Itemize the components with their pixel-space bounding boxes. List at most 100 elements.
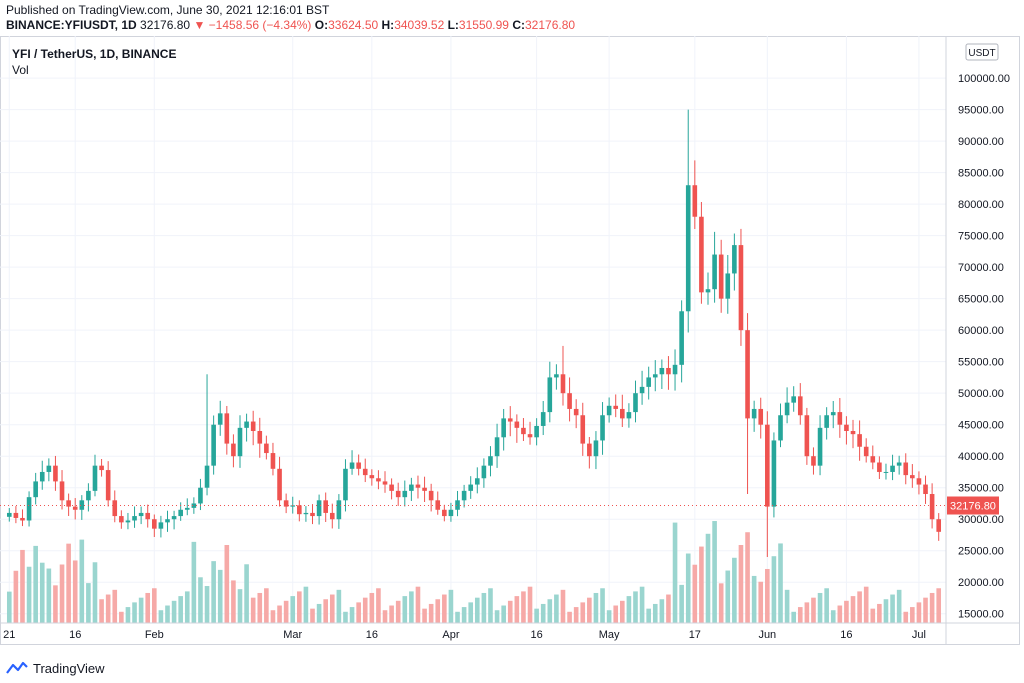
volume-bar — [527, 586, 533, 623]
last-price-badge — [947, 496, 999, 515]
volume-bar — [929, 592, 935, 623]
candle-body — [699, 216, 704, 293]
y-tick-label: 70000.00 — [958, 262, 1004, 274]
volume-bar — [501, 605, 506, 623]
candle-body — [448, 509, 454, 517]
candle-body — [422, 487, 427, 491]
low-value: 31550.99 — [458, 18, 509, 32]
volume-bar — [903, 611, 909, 623]
ohlc-readout: BINANCE:YFIUSDT, 1D 32176.80 ▼ −1458.56 … — [6, 18, 575, 32]
candle-body — [468, 484, 474, 491]
candle-body — [349, 462, 355, 469]
volume-bar — [507, 600, 513, 623]
candle-body — [13, 512, 19, 518]
volume-bar — [244, 564, 249, 623]
volume-bar — [468, 602, 474, 623]
volume-bar — [718, 583, 724, 623]
candle-body — [125, 520, 131, 523]
volume-bar — [119, 611, 124, 623]
volume-bar — [870, 608, 876, 623]
volume-bar — [152, 588, 157, 623]
volume-bar — [455, 611, 460, 623]
volume-bar — [784, 589, 790, 623]
volume-bar — [488, 588, 493, 623]
volume-bar — [191, 541, 197, 623]
candle-body — [923, 484, 928, 495]
volume-bar — [138, 597, 144, 623]
candle-body — [725, 273, 731, 299]
candle-body — [79, 500, 85, 510]
volume-bar — [264, 588, 269, 623]
high-label: H: — [381, 18, 395, 32]
candle-body — [376, 478, 381, 482]
volume-bar — [797, 607, 803, 623]
candle-body — [797, 396, 803, 416]
candle-body — [283, 500, 289, 507]
candle-body — [514, 421, 520, 428]
volume-bar — [428, 603, 434, 623]
y-tick-label: 30000.00 — [958, 514, 1004, 526]
candle-body — [732, 245, 737, 274]
currency-badge[interactable]: USDT — [965, 43, 999, 61]
published-note: Published on TradingView.com, June 30, 2… — [6, 3, 330, 17]
volume-bar — [33, 545, 38, 623]
volume-bar — [883, 599, 889, 623]
volume-bar — [910, 607, 915, 623]
volume-bar — [283, 600, 289, 623]
candle-body — [270, 453, 276, 469]
volume-bar — [771, 556, 777, 623]
volume-bar — [6, 591, 12, 623]
volume-bar — [211, 561, 216, 623]
candle-body — [620, 408, 625, 419]
candle-body — [824, 415, 829, 428]
candle-body — [86, 490, 91, 501]
volume-bar — [461, 607, 467, 623]
volume-bar — [474, 597, 480, 623]
candle-body — [415, 484, 421, 488]
last-price-marker: 32176.80 — [0, 496, 999, 515]
volume-bar — [171, 600, 177, 623]
volume-bar — [837, 605, 843, 623]
y-tick-label: 25000.00 — [958, 546, 1004, 558]
candle-body — [844, 424, 849, 431]
price-chart[interactable]: 100000.00 95000.00 90000.00 85000.00 80000.0… — [0, 36, 1024, 656]
volume-bar — [850, 596, 856, 623]
candle-body — [59, 481, 65, 501]
tradingview-footer[interactable]: TradingView — [6, 657, 105, 679]
volume-bar — [857, 591, 862, 623]
volume-bar — [217, 569, 223, 623]
candle-body — [92, 465, 98, 491]
volume-bar — [580, 602, 586, 623]
volume-bar — [250, 597, 256, 623]
volume-bar — [547, 599, 553, 623]
close-value: 32176.80 — [525, 18, 576, 32]
volume-bar — [751, 575, 757, 623]
candle-body — [237, 427, 243, 457]
volume-bar — [362, 597, 368, 623]
volume-bar — [369, 592, 375, 623]
candle-body — [389, 484, 394, 491]
y-tick-label: 60000.00 — [958, 325, 1004, 337]
price-axis[interactable]: 100000.00 95000.00 90000.00 85000.00 80000.0… — [958, 73, 1010, 621]
candle-body — [646, 377, 651, 387]
x-tick-label: 16 — [366, 629, 378, 641]
time-axis[interactable]: 21 16 Feb Mar 16 Apr 16 May 17 Jun 16 Jul — [3, 629, 926, 641]
currency-label: USDT — [968, 48, 995, 59]
y-tick-label: 90000.00 — [958, 136, 1004, 148]
volume-bar — [481, 592, 487, 623]
candle-body — [145, 512, 151, 520]
candle-body — [784, 402, 790, 416]
candle-body — [46, 465, 52, 472]
candle-body — [817, 427, 823, 466]
candle-body — [211, 424, 216, 466]
volume-bar — [184, 591, 190, 623]
candle-body — [191, 503, 197, 508]
volume-bar — [699, 546, 704, 623]
last-price-label: 32176.80 — [950, 501, 996, 513]
candle-body — [362, 468, 368, 476]
volume-bar — [758, 581, 764, 623]
volume-bar — [639, 586, 645, 623]
candle-body — [231, 443, 236, 457]
candle-body — [626, 412, 632, 419]
volume-bar — [231, 580, 236, 623]
